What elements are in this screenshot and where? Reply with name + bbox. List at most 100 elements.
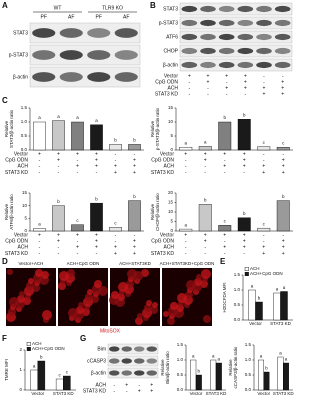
cell-signal	[19, 291, 25, 297]
significance-letter: c	[282, 140, 285, 145]
condition-sign: +	[138, 388, 141, 394]
condition-label: CpG ODN	[5, 239, 28, 245]
blot-band	[181, 61, 198, 69]
condition-sign: -	[243, 251, 245, 257]
condition-sign: +	[262, 170, 265, 176]
condition-sign: +	[76, 164, 79, 170]
condition-sign: -	[263, 158, 265, 164]
condition-sign: -	[204, 170, 206, 176]
blot-strip	[29, 66, 141, 88]
bar	[128, 144, 141, 151]
blot-band	[237, 33, 254, 41]
significance-letter: b	[114, 138, 117, 143]
y-axis-label: cCASP3/β-actin ratio	[233, 346, 238, 388]
condition-sign: +	[57, 151, 60, 157]
condition-sign: -	[244, 91, 246, 97]
y-axis-label: H2DCFDA MFI	[222, 282, 227, 312]
condition-sign: +	[262, 245, 265, 251]
condition-sign: +	[133, 158, 136, 164]
bar	[257, 227, 271, 232]
bar	[90, 202, 103, 232]
cell-signal	[58, 282, 66, 290]
blot-band	[200, 33, 216, 41]
significance-letter: c	[224, 218, 227, 223]
blot-strip	[107, 343, 159, 355]
condition-sign: +	[150, 388, 153, 394]
condition-sign: +	[282, 170, 285, 176]
condition-sign: -	[185, 239, 187, 245]
condition-sign: -	[188, 79, 190, 85]
legend-label: ACH	[32, 341, 42, 346]
cell-signal	[17, 295, 25, 303]
condition-sign: +	[95, 239, 98, 245]
bar	[215, 362, 222, 391]
condition-sign: +	[133, 245, 136, 251]
legend-swatch	[244, 267, 249, 272]
condition-sign: -	[282, 73, 284, 79]
bar	[283, 362, 289, 391]
significance-letter: b	[133, 138, 136, 143]
condition-sign: +	[243, 158, 246, 164]
condition-sign: +	[223, 164, 226, 170]
blot-band	[218, 33, 235, 41]
y-tick-label: 1.0	[245, 357, 252, 362]
cell-signal	[177, 293, 187, 303]
condition-sign: +	[282, 158, 285, 164]
cell-signal	[170, 302, 178, 310]
blot-band	[121, 370, 132, 376]
y-tick-label: 1.0	[177, 357, 184, 362]
condition-sign: +	[225, 73, 228, 79]
condition-label: STAT3 KD	[151, 251, 175, 257]
significance-letter: b	[282, 194, 285, 199]
bar	[258, 359, 264, 391]
significance-letter: b	[57, 199, 60, 204]
condition-sign: -	[58, 245, 60, 251]
cell-signal	[9, 297, 19, 307]
condition-sign: +	[204, 151, 207, 157]
bar	[55, 378, 64, 391]
condition-sign: -	[207, 85, 209, 91]
cell-signal	[152, 302, 158, 308]
blot-band	[274, 5, 291, 13]
significance-letter: c	[263, 140, 266, 145]
blot-band	[237, 61, 254, 69]
significance-letter: b	[133, 194, 136, 199]
significance-letter: b	[95, 196, 98, 201]
condition-sign: +	[133, 239, 136, 245]
bar	[273, 292, 281, 321]
cell-signal	[203, 315, 211, 323]
lane-label: AF	[123, 14, 129, 20]
bar	[71, 224, 84, 232]
condition-sign: +	[262, 251, 265, 257]
condition-sign: +	[95, 151, 98, 157]
condition-sign: +	[207, 79, 210, 85]
bar	[63, 375, 71, 391]
significance-letter: a	[283, 285, 286, 290]
cell-signal	[194, 278, 202, 286]
significance-letter: a	[57, 114, 60, 119]
y-axis-label: CHOP/β-actin ratio	[155, 193, 160, 231]
blot-band	[109, 370, 120, 376]
blot-band	[87, 28, 111, 38]
axis-line	[29, 108, 144, 151]
condition-sign: +	[125, 382, 128, 388]
blot-band	[134, 370, 145, 376]
condition-sign: -	[113, 388, 115, 394]
cell-signal	[135, 317, 143, 325]
x-tick-label: Vector	[31, 391, 44, 396]
blot-row-label: p-STAT3	[9, 52, 28, 58]
y-tick-label: 1.5	[21, 105, 28, 110]
y-axis-label: Relative	[150, 203, 155, 220]
cell-signal	[42, 310, 52, 320]
condition-label: CpG ODN	[5, 158, 28, 164]
bar	[263, 371, 270, 391]
condition-label: STAT3 KD	[83, 388, 107, 394]
image-label: ACH+STAT3KD+CpG ODN	[160, 261, 215, 266]
bar	[52, 120, 65, 151]
condition-sign: +	[243, 239, 246, 245]
blot-band	[218, 61, 235, 69]
condition-sign: +	[225, 85, 228, 91]
condition-sign: -	[39, 164, 41, 170]
significance-letter: b	[243, 211, 246, 216]
blot-band	[87, 50, 111, 60]
